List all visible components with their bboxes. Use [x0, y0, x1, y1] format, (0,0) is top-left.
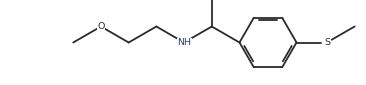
Text: O: O — [97, 22, 105, 31]
Text: NH: NH — [177, 38, 191, 47]
Text: S: S — [324, 38, 330, 47]
